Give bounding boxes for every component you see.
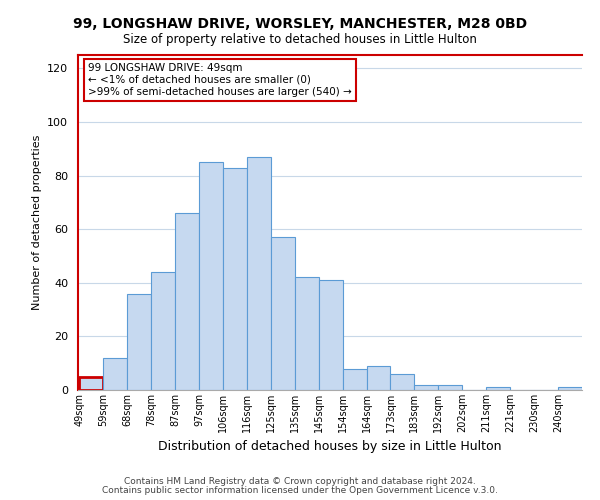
Bar bbox=[439, 384, 462, 390]
Bar bbox=[175, 213, 199, 390]
Bar bbox=[343, 368, 367, 390]
Bar bbox=[295, 278, 319, 390]
Bar bbox=[223, 168, 247, 390]
Bar bbox=[127, 294, 151, 390]
Text: 99, LONGSHAW DRIVE, WORSLEY, MANCHESTER, M28 0BD: 99, LONGSHAW DRIVE, WORSLEY, MANCHESTER,… bbox=[73, 18, 527, 32]
Bar bbox=[271, 237, 295, 390]
Bar bbox=[247, 157, 271, 390]
X-axis label: Distribution of detached houses by size in Little Hulton: Distribution of detached houses by size … bbox=[158, 440, 502, 454]
Bar bbox=[151, 272, 175, 390]
Bar bbox=[103, 358, 127, 390]
Bar bbox=[199, 162, 223, 390]
Bar bbox=[79, 376, 103, 390]
Bar bbox=[415, 384, 439, 390]
Bar bbox=[486, 388, 510, 390]
Bar bbox=[367, 366, 391, 390]
Bar bbox=[391, 374, 415, 390]
Bar bbox=[558, 388, 582, 390]
Y-axis label: Number of detached properties: Number of detached properties bbox=[32, 135, 41, 310]
Text: 99 LONGSHAW DRIVE: 49sqm
← <1% of detached houses are smaller (0)
>99% of semi-d: 99 LONGSHAW DRIVE: 49sqm ← <1% of detach… bbox=[88, 64, 352, 96]
Bar bbox=[319, 280, 343, 390]
Text: Size of property relative to detached houses in Little Hulton: Size of property relative to detached ho… bbox=[123, 32, 477, 46]
Text: Contains public sector information licensed under the Open Government Licence v.: Contains public sector information licen… bbox=[102, 486, 498, 495]
Text: Contains HM Land Registry data © Crown copyright and database right 2024.: Contains HM Land Registry data © Crown c… bbox=[124, 477, 476, 486]
